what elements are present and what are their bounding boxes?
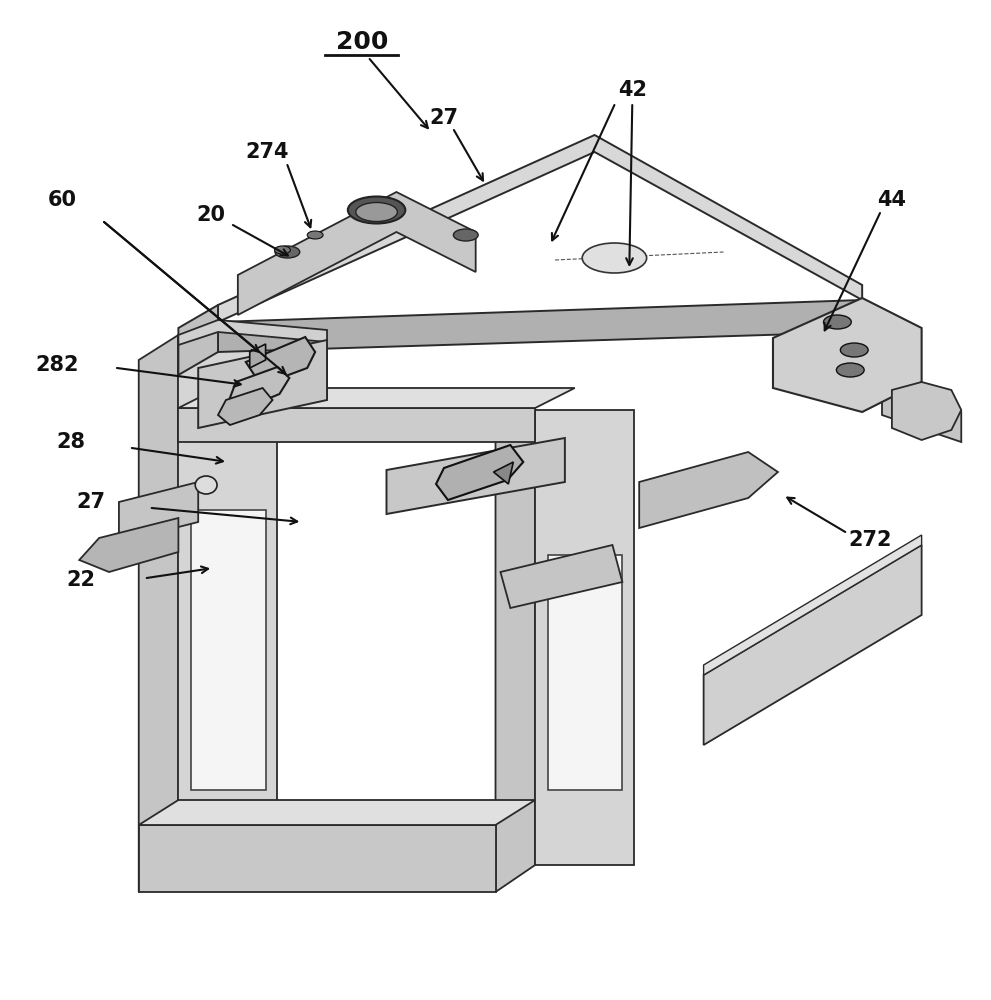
Text: 28: 28 [56, 432, 86, 452]
Polygon shape [79, 518, 178, 572]
Ellipse shape [836, 363, 864, 377]
Ellipse shape [275, 246, 290, 254]
Polygon shape [218, 300, 862, 352]
Polygon shape [238, 192, 476, 315]
Text: 282: 282 [36, 355, 79, 375]
Polygon shape [639, 452, 778, 528]
Polygon shape [548, 555, 622, 790]
Polygon shape [139, 825, 496, 892]
Text: 42: 42 [617, 80, 647, 100]
Polygon shape [496, 410, 535, 892]
Polygon shape [119, 482, 198, 542]
Polygon shape [436, 445, 523, 500]
Polygon shape [139, 800, 535, 825]
Polygon shape [218, 135, 862, 322]
Ellipse shape [348, 196, 405, 224]
Ellipse shape [583, 243, 646, 273]
Text: 22: 22 [66, 570, 96, 590]
Polygon shape [178, 320, 327, 345]
Polygon shape [178, 408, 535, 442]
Ellipse shape [195, 476, 217, 494]
Polygon shape [191, 510, 266, 790]
Polygon shape [178, 305, 218, 375]
Ellipse shape [307, 231, 323, 239]
Polygon shape [892, 382, 961, 440]
Polygon shape [230, 367, 289, 408]
Text: 20: 20 [196, 205, 226, 225]
Text: 274: 274 [246, 142, 289, 162]
Ellipse shape [840, 343, 868, 357]
Ellipse shape [824, 315, 851, 329]
Polygon shape [198, 340, 327, 428]
Polygon shape [246, 337, 315, 382]
Polygon shape [500, 545, 622, 608]
Ellipse shape [356, 202, 397, 222]
Polygon shape [882, 375, 961, 442]
Polygon shape [494, 462, 513, 484]
Polygon shape [178, 335, 277, 865]
Polygon shape [139, 335, 178, 892]
Text: 44: 44 [877, 190, 907, 210]
Ellipse shape [454, 229, 479, 241]
Text: 200: 200 [336, 30, 387, 54]
Polygon shape [250, 344, 266, 368]
Polygon shape [704, 535, 922, 675]
Text: 60: 60 [48, 190, 77, 210]
Polygon shape [704, 545, 922, 745]
Text: 27: 27 [429, 108, 459, 128]
Ellipse shape [275, 246, 299, 258]
Polygon shape [178, 388, 575, 408]
Polygon shape [386, 438, 565, 514]
Text: 272: 272 [848, 530, 892, 550]
Polygon shape [535, 410, 634, 865]
Polygon shape [773, 298, 922, 412]
Polygon shape [218, 388, 273, 425]
Text: 27: 27 [76, 492, 106, 512]
